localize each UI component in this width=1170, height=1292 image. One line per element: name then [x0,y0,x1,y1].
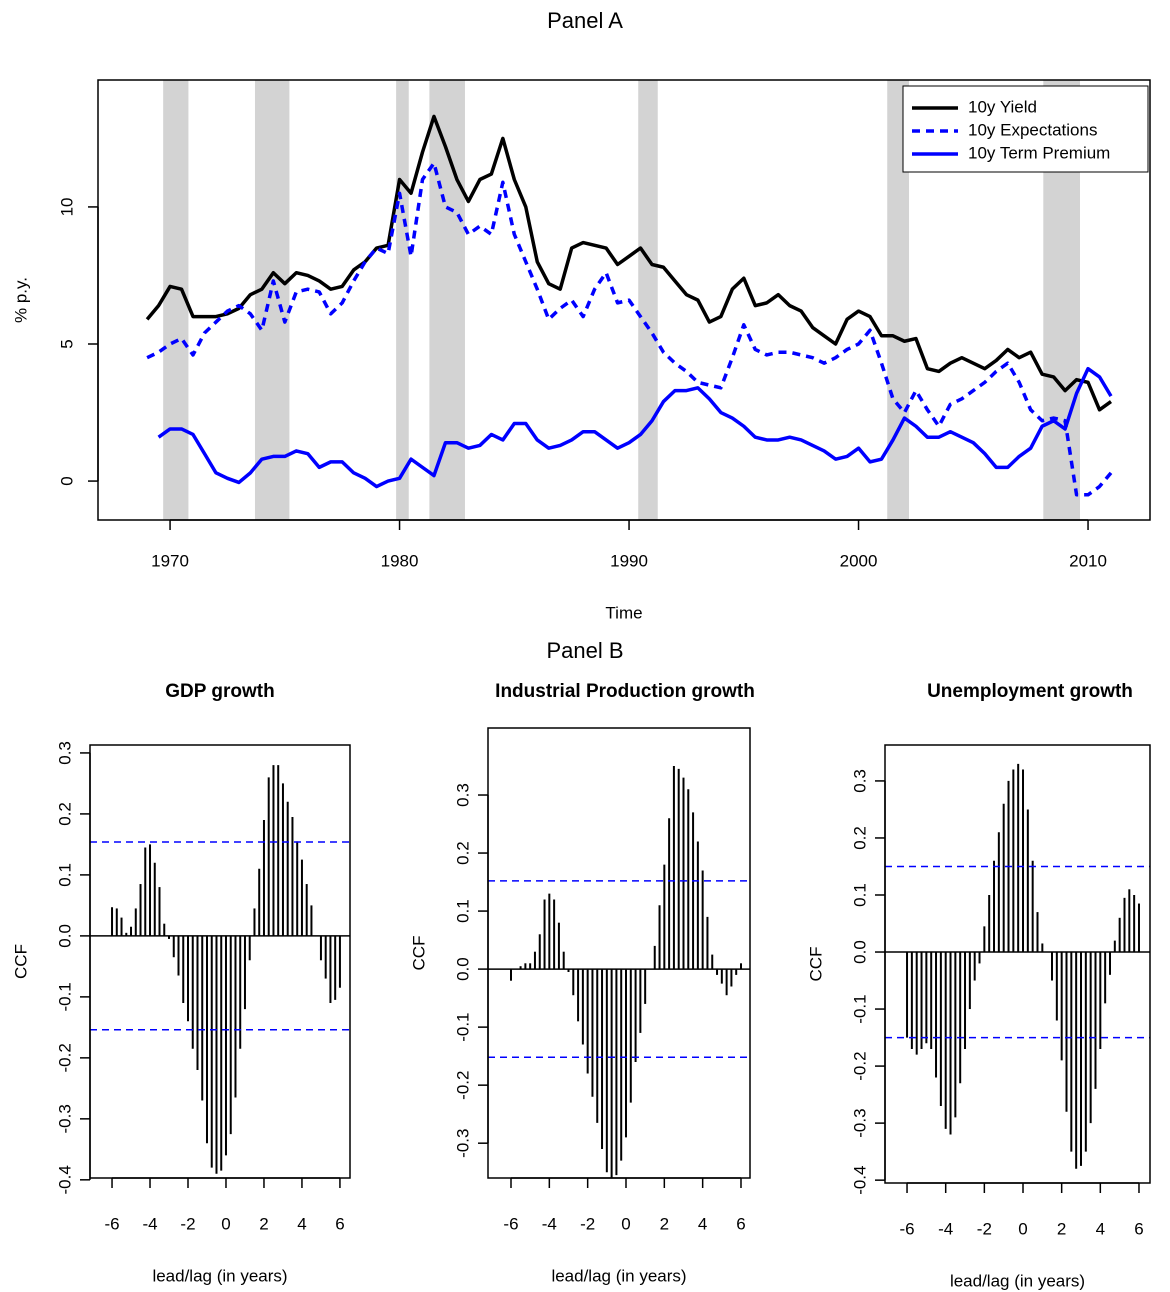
y-tick-label: -0.3 [453,1129,472,1158]
y-tick-label: 0 [57,476,76,485]
y-axis-label: CCF [409,936,428,971]
legend-label: 10y Expectations [968,120,1097,139]
recession-band [429,80,465,520]
x-tick-label: 1980 [381,551,419,570]
y-tick-label: -0.2 [55,1043,74,1072]
x-tick-label: 6 [1134,1219,1143,1238]
y-tick-label: -0.4 [850,1166,869,1195]
y-tick-label: 0.2 [453,841,472,865]
chart-title: GDP growth [165,681,274,702]
x-tick-label: 2010 [1069,551,1107,570]
x-tick-label: 0 [221,1214,230,1233]
y-tick-label: -0.3 [55,1104,74,1133]
x-tick-label: 6 [335,1214,344,1233]
x-tick-label: 0 [1018,1219,1027,1238]
y-tick-label: -0.3 [850,1108,869,1137]
y-tick-label: 0.2 [55,802,74,826]
y-tick-label: -0.1 [453,1012,472,1041]
y-axis-label: CCF [806,947,825,982]
x-axis-label: lead/lag (in years) [950,1271,1085,1290]
y-tick-label: -0.1 [55,982,74,1011]
x-tick-label: -4 [142,1214,157,1233]
y-tick-label: 0.1 [453,899,472,923]
y-tick-label: -0.1 [850,994,869,1023]
legend-box [902,85,1149,173]
legend-label: 10y Term Premium [968,143,1110,162]
x-tick-label: 1990 [610,551,648,570]
x-tick-label: 1970 [151,551,189,570]
x-tick-label: 0 [621,1214,630,1233]
recession-band [887,80,910,520]
x-tick-label: -2 [180,1214,195,1233]
x-tick-label: -4 [938,1219,953,1238]
x-tick-label: -6 [503,1214,518,1233]
chart-title: Industrial Production growth [495,681,755,702]
recession-band [254,80,290,520]
y-tick-label: 0.0 [55,924,74,948]
legend-label: 10y Yield [968,97,1037,116]
x-tick-label: 4 [1096,1219,1105,1238]
x-axis-label: Time [605,603,642,622]
y-tick-label: 0.3 [850,769,869,793]
x-tick-label: -6 [104,1214,119,1233]
x-axis-label: lead/lag (in years) [551,1266,686,1285]
plot-box [487,727,751,1179]
y-tick-label: 0.3 [453,783,472,807]
x-tick-label: 2000 [840,551,878,570]
series-line [146,161,1113,497]
x-tick-label: 2 [1057,1219,1066,1238]
x-tick-label: -4 [542,1214,557,1233]
y-tick-label: 10 [57,197,76,216]
recession-band [638,80,658,520]
y-tick-label: 0.2 [850,826,869,850]
series-line [145,114,1113,412]
x-tick-label: 2 [259,1214,268,1233]
y-tick-label: 0.1 [55,863,74,887]
x-tick-label: 4 [297,1214,306,1233]
x-tick-label: 2 [660,1214,669,1233]
x-tick-label: -2 [580,1214,595,1233]
panel-title: Panel A [547,8,623,33]
y-tick-label: 5 [57,339,76,348]
y-tick-label: 0.3 [55,741,74,765]
y-axis-label: % p.y. [11,277,30,323]
y-tick-label: -0.2 [850,1051,869,1080]
panel-title: Panel B [546,638,623,663]
series-line [157,366,1113,489]
y-tick-label: -0.2 [453,1071,472,1100]
y-tick-label: 0.0 [453,957,472,981]
recession-band [396,80,409,520]
chart-title: Unemployment growth [927,681,1133,702]
plot-box [89,744,351,1179]
x-tick-label: 6 [736,1214,745,1233]
x-tick-label: 4 [698,1214,707,1233]
y-tick-label: -0.4 [55,1165,74,1194]
x-axis-label: lead/lag (in years) [152,1266,287,1285]
y-axis-label: CCF [11,944,30,979]
x-tick-label: -2 [977,1219,992,1238]
x-tick-label: -6 [899,1219,914,1238]
y-tick-label: 0.1 [850,883,869,907]
y-tick-label: 0.0 [850,940,869,964]
